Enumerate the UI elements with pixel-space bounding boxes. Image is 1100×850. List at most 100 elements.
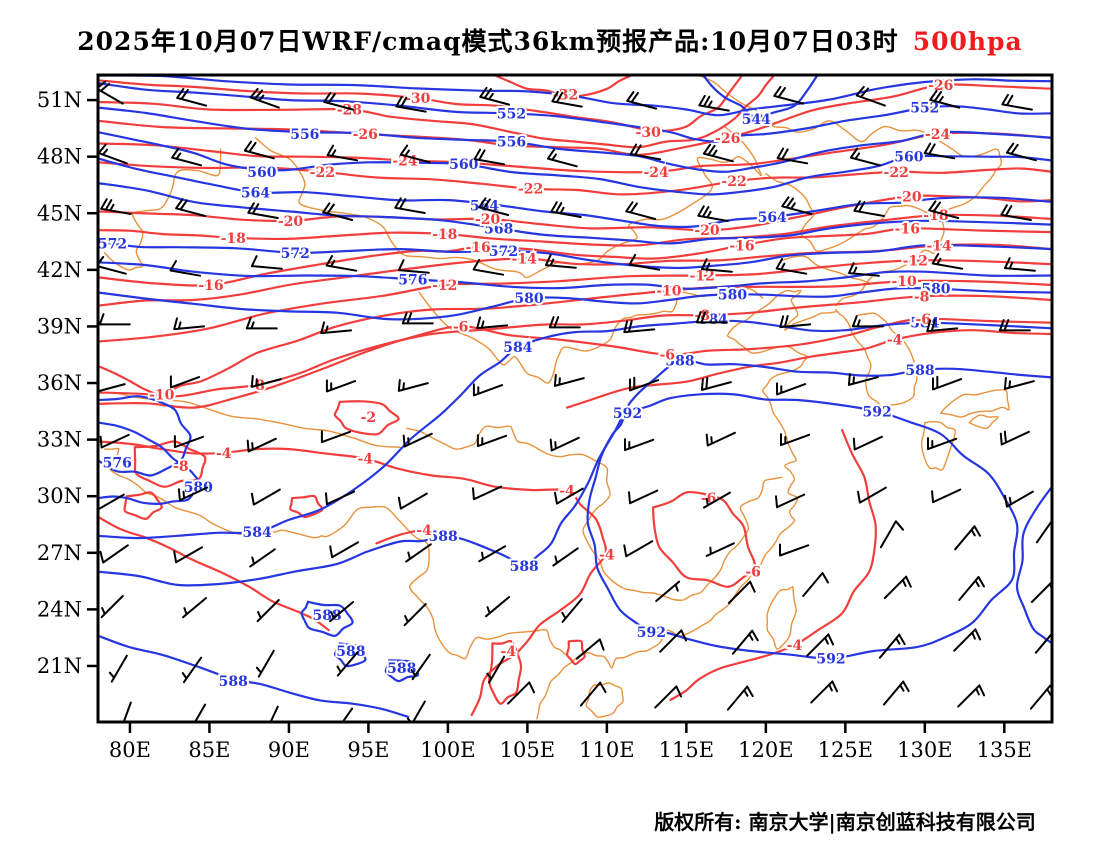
wind-barb xyxy=(697,205,729,222)
height-contour-544 xyxy=(701,75,819,119)
temp-label--4: -4 xyxy=(416,523,432,539)
wind-barb xyxy=(926,319,959,333)
wind-barb xyxy=(626,90,658,110)
wind-barb xyxy=(169,260,202,277)
height-label-588: 588 xyxy=(665,353,694,369)
wind-barb xyxy=(507,681,535,705)
temp-contour--22 xyxy=(98,161,1052,196)
wind-barb xyxy=(561,598,583,623)
wind-barb xyxy=(628,489,659,505)
copyright-footer: 版权所有: 南京大学|南京创蓝科技有限公司 xyxy=(610,806,1080,835)
wind-barb xyxy=(473,148,506,166)
basemap-line-xinjiang-west-border xyxy=(103,148,222,271)
height-label-576: 576 xyxy=(398,272,427,288)
basemap-line-taiwan-island xyxy=(766,586,797,650)
wind-barb xyxy=(629,376,660,392)
wind-barb xyxy=(879,520,904,549)
wind-barb xyxy=(98,383,126,393)
height-label-576: 576 xyxy=(103,455,132,471)
lon-tick-label: 105E xyxy=(500,738,555,762)
temp-label--22: -22 xyxy=(310,165,335,181)
temp-label--8: -8 xyxy=(914,289,930,305)
wind-barb xyxy=(731,629,759,655)
temp-label--12: -12 xyxy=(903,253,928,269)
height-label-588: 588 xyxy=(219,674,248,690)
wind-barb xyxy=(182,597,208,619)
wind-barb xyxy=(546,148,578,168)
wind-barb xyxy=(476,434,508,448)
basemap-line-central-province-border xyxy=(405,425,783,601)
wind-barb xyxy=(403,603,427,627)
wind-barb xyxy=(108,654,128,683)
height-contour-572 xyxy=(98,240,1052,270)
wind-barb xyxy=(472,383,504,397)
temp-label--26: -26 xyxy=(353,127,378,143)
wind-barb xyxy=(878,633,906,659)
temp-label--24: -24 xyxy=(925,127,951,143)
wind-barb xyxy=(779,315,812,329)
temp-label--6: -6 xyxy=(745,565,761,581)
temp-contour--20 xyxy=(98,194,1052,232)
temp-contour--4 xyxy=(98,440,607,717)
wind-barb xyxy=(554,487,584,505)
wind-barb xyxy=(705,431,736,447)
height-label-560: 560 xyxy=(449,157,478,173)
lon-tick-label: 90E xyxy=(268,738,310,762)
height-label-572: 572 xyxy=(489,244,518,260)
wind-barb xyxy=(169,375,201,389)
wind-barb xyxy=(399,144,431,164)
wind-barb xyxy=(550,201,582,218)
wind-barb xyxy=(1005,142,1037,162)
basemap-line-north-china-border xyxy=(418,288,764,384)
wind-barb xyxy=(479,86,511,106)
temp-label--18: -18 xyxy=(432,227,457,243)
temp-contour--30 xyxy=(98,75,744,133)
wind-barb xyxy=(623,540,654,558)
basemap-line-korea-peninsula xyxy=(835,308,918,409)
wind-barb xyxy=(323,91,355,111)
wind-barb xyxy=(776,382,807,396)
lat-tick-label: 39N xyxy=(37,314,82,338)
temp-contour--32 xyxy=(494,75,632,98)
wind-barb xyxy=(548,316,581,329)
wind-barb xyxy=(99,544,129,564)
lat-tick-label: 33N xyxy=(37,428,82,452)
wind-barb xyxy=(325,379,357,393)
height-label-592: 592 xyxy=(863,404,892,420)
temp-label--14: -14 xyxy=(512,252,538,268)
wind-barb xyxy=(623,320,656,334)
wind-barb xyxy=(810,680,838,704)
temp-label--6: -6 xyxy=(453,319,469,335)
wind-barb xyxy=(553,374,585,387)
lat-tick-label: 36N xyxy=(37,371,82,395)
wind-barb xyxy=(851,315,884,328)
temp-label--18: -18 xyxy=(221,231,246,247)
wind-barb xyxy=(659,629,687,653)
wind-barb xyxy=(1003,377,1035,390)
wind-barb xyxy=(853,200,885,217)
temp-label--20: -20 xyxy=(896,189,922,205)
wind-barb xyxy=(958,576,985,601)
wind-barb xyxy=(325,255,358,272)
temp-label--4: -4 xyxy=(357,451,373,467)
wind-barb xyxy=(727,580,756,604)
height-contour-592 xyxy=(1015,485,1052,645)
lat-tick-label: 45N xyxy=(37,201,82,225)
wind-barb xyxy=(695,311,728,324)
wind-barb xyxy=(802,572,829,597)
wind-barb xyxy=(931,488,962,504)
height-label-552: 552 xyxy=(497,106,526,122)
temp-contour--4 xyxy=(123,491,163,520)
temp-contour--4 xyxy=(375,529,459,545)
height-label-552: 552 xyxy=(910,101,939,117)
height-contour-588 xyxy=(98,358,1052,587)
temp-label--22: -22 xyxy=(884,165,909,181)
wind-barb xyxy=(702,143,734,163)
wind-barb xyxy=(780,433,811,447)
wind-barb xyxy=(171,147,203,167)
height-label-556: 556 xyxy=(497,135,526,151)
page-title: 2025年10月07日WRF/cmaq模式36km预报产品:10月07日03时 5… xyxy=(0,22,1100,58)
temp-label--20: -20 xyxy=(278,214,304,230)
temp-label--4: -4 xyxy=(599,548,615,564)
